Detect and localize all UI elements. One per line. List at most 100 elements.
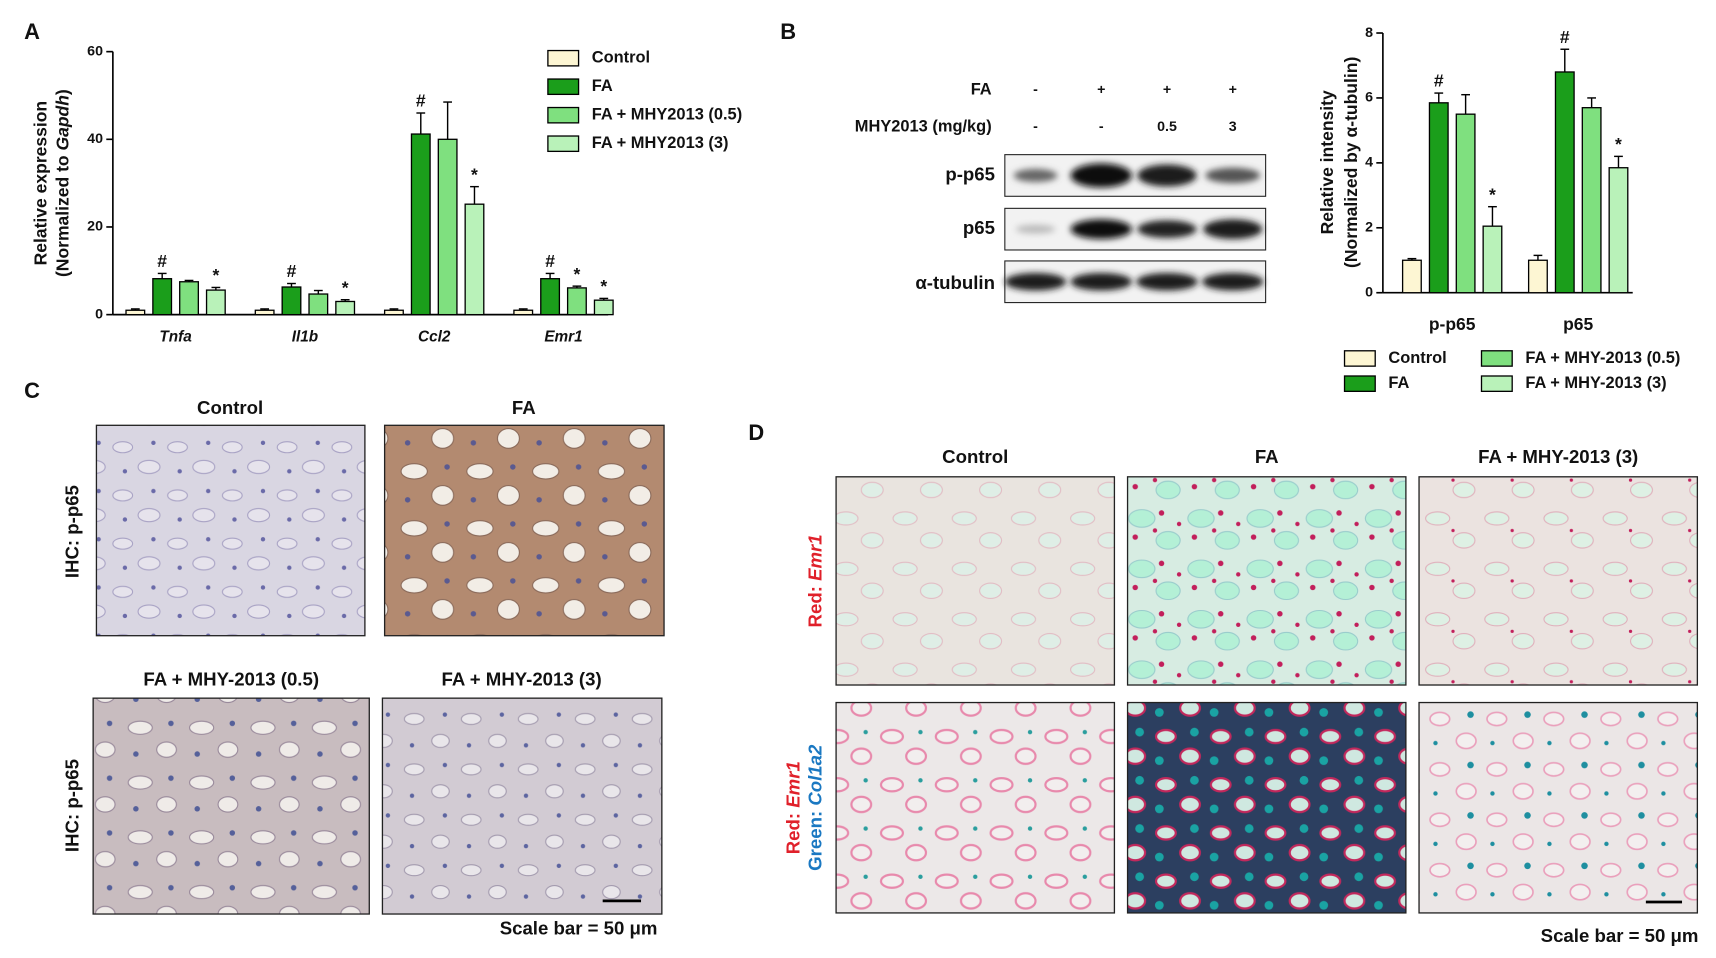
legend-label: FA + MHY-2013 (3)	[1525, 374, 1666, 392]
bar	[1482, 225, 1503, 294]
legend-swatch	[547, 106, 580, 124]
ish-images	[835, 476, 1699, 914]
bar	[1401, 259, 1422, 294]
legend-swatch	[547, 49, 580, 67]
label: Red: Emr1	[782, 761, 803, 854]
bar	[513, 309, 534, 316]
significance-marker: #	[287, 261, 297, 281]
bar	[1428, 102, 1449, 294]
label: Green: Col1a2	[804, 744, 825, 871]
legend-swatch	[1480, 350, 1513, 367]
label-part: Green:	[804, 806, 825, 871]
bar	[1455, 113, 1476, 294]
row-label: IHC: p-p65	[61, 759, 82, 852]
label-part: Col1a2	[804, 744, 825, 806]
row-label: IHC: p-p65	[61, 485, 82, 578]
label: Relative expression	[30, 101, 50, 266]
y-tick-label: 0	[1365, 284, 1373, 300]
bar	[1527, 259, 1548, 294]
image-title: Control	[197, 397, 263, 418]
lane-label: +	[1229, 82, 1237, 98]
bar	[383, 309, 404, 316]
bar	[152, 278, 173, 316]
bar	[205, 289, 226, 316]
legend-label: FA + MHY2013 (3)	[592, 134, 729, 152]
significance-marker: *	[1615, 134, 1622, 154]
bar	[179, 281, 199, 316]
significance-marker: *	[600, 276, 607, 296]
significance-marker: #	[1560, 27, 1570, 47]
x-tick-label: Tnfa	[159, 329, 192, 346]
legend-label: Control	[1388, 349, 1446, 367]
lane-label: +	[1097, 82, 1105, 98]
bar	[335, 300, 356, 316]
legend-label: FA + MHY-2013 (0.5)	[1525, 349, 1680, 367]
panel-label: D	[748, 420, 764, 445]
significance-marker: #	[157, 251, 167, 271]
lane-label: 0.5	[1157, 119, 1177, 135]
y-tick-label: 8	[1365, 25, 1373, 41]
ihc-images	[92, 424, 665, 915]
panel-label: B	[780, 19, 796, 44]
significance-marker: *	[342, 277, 349, 297]
label-part: Emr1	[804, 534, 825, 581]
bar	[308, 293, 329, 316]
y-tick-label: 4	[1365, 155, 1373, 171]
bar	[593, 299, 614, 316]
lane-label: +	[1163, 82, 1171, 98]
legend-swatch	[1480, 375, 1513, 392]
significance-marker: *	[1489, 184, 1496, 204]
image-title: Control	[942, 446, 1008, 467]
x-tick-label: Emr1	[544, 329, 582, 346]
label-part: )	[52, 89, 72, 95]
panel-label: C	[24, 378, 40, 403]
bar	[1608, 167, 1629, 294]
label-part: Red:	[804, 581, 825, 628]
significance-marker: #	[1434, 71, 1444, 91]
legend-label: FA + MHY2013 (0.5)	[592, 106, 742, 124]
image-title: FA + MHY-2013 (3)	[442, 669, 602, 690]
label: (Normalized by α-tubulin)	[1341, 57, 1361, 268]
lane-label: -	[1033, 119, 1038, 135]
significance-marker: *	[471, 164, 478, 184]
treatment-label: FA	[971, 80, 992, 98]
x-tick-label: p65	[1563, 314, 1593, 334]
bar	[1554, 71, 1575, 294]
x-tick-label: Ccl2	[418, 329, 451, 346]
label-part: Gapdh	[52, 95, 72, 150]
bar	[410, 133, 431, 316]
lane-label: -	[1099, 119, 1104, 135]
treatment-label: MHY2013 (mg/kg)	[855, 118, 992, 136]
y-tick-label: 2	[1365, 220, 1373, 236]
legend-swatch	[1343, 350, 1376, 367]
legend-label: FA	[592, 77, 613, 95]
y-tick-label: 60	[87, 43, 103, 59]
label-part: Red:	[782, 808, 803, 855]
blot-row-label: p65	[963, 217, 995, 238]
label-part: Relative expression	[30, 101, 50, 266]
y-tick-label: 6	[1365, 90, 1373, 106]
y-tick-label: 40	[87, 131, 103, 147]
significance-marker: #	[545, 251, 555, 271]
legend-swatch	[547, 78, 580, 96]
label-part: Emr1	[782, 761, 803, 808]
label: Relative intensity	[1317, 90, 1337, 234]
label: Red: Emr1	[804, 534, 825, 627]
image-title: FA + MHY-2013 (3)	[1478, 446, 1638, 467]
bar	[540, 278, 561, 316]
significance-marker: *	[212, 265, 219, 285]
y-tick-label: 20	[87, 219, 103, 235]
legend-swatch	[547, 135, 580, 153]
image-title: FA	[512, 397, 536, 418]
bar	[254, 309, 275, 316]
y-tick-label: 0	[95, 306, 103, 322]
x-tick-label: Il1b	[292, 329, 318, 346]
scale-bar-label: Scale bar = 50 μm	[1541, 925, 1699, 946]
lane-label: 3	[1229, 119, 1237, 135]
x-tick-label: p-p65	[1429, 314, 1476, 334]
bar	[437, 138, 458, 316]
image-title: FA + MHY-2013 (0.5)	[143, 669, 319, 690]
bar	[1581, 107, 1602, 294]
western-blot	[1004, 154, 1267, 304]
